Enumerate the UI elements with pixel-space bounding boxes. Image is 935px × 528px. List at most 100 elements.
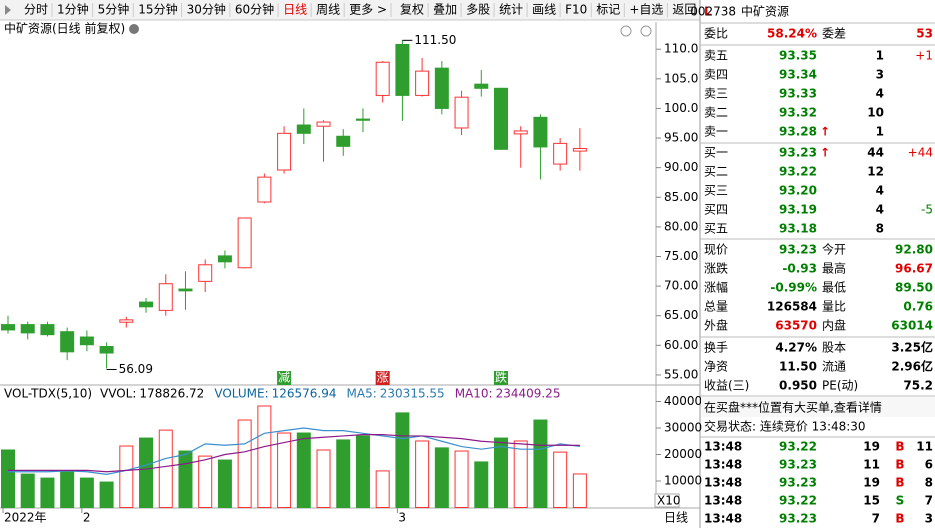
y-tick-label: 85.00 [664,190,698,204]
order-price: 93.33 [779,87,817,101]
period-tab[interactable]: 周线 [316,3,340,17]
candle-body [79,336,94,346]
y-tick-label: 105.0 [664,71,698,85]
tool-button[interactable]: 叠加 [433,3,457,17]
candle-body [316,121,331,127]
tool-button[interactable]: 统计 [499,3,523,17]
tool-button[interactable]: +自选 [629,3,663,17]
quote-label: 股本 [822,341,846,355]
period-tab[interactable]: 1分钟 [57,2,89,17]
tool-button[interactable]: 返回 [672,3,696,17]
tool-button[interactable]: 画线 [532,3,556,17]
order-label: 买四 [704,203,728,217]
event-marker-label: 跌 [495,370,507,385]
event-marker-label: 涨 [377,370,389,385]
tool-button[interactable]: 复权 [400,3,424,17]
order-label: 买三 [704,184,728,198]
order-price: 93.19 [779,203,817,217]
period-tab[interactable]: 15分钟 [138,2,177,17]
period-tab[interactable]: 分时 [24,3,48,17]
volume-bar [20,473,35,509]
volume-bar [99,481,114,508]
volume-bar [296,432,311,508]
volume-bar [336,439,351,509]
title-dropdown[interactable] [129,24,139,34]
tool-button[interactable]: F10 [565,3,587,17]
candle-body [296,124,311,134]
candle-body [336,135,351,147]
volume-bar [395,412,410,509]
quote-value: 93.23 [779,243,817,257]
order-volume: 12 [867,165,884,179]
volume-stat-value: 126576.94 [272,387,337,401]
quote-value: 0.76 [903,300,933,314]
candle-body [237,217,252,269]
volume-bar [434,447,449,509]
quote-value: 11.50 [779,360,817,374]
tick-side: B [895,458,904,472]
period-tab[interactable]: 日线 [283,3,307,17]
period-tab[interactable]: 更多 > [349,3,387,17]
volume-bar [533,419,548,508]
candle-body [553,142,568,165]
order-volume: 4 [876,203,884,217]
order-label: 卖三 [704,87,728,101]
period-tab[interactable]: 30分钟 [187,2,226,17]
y-tick-label: 60.00 [664,338,698,352]
quote-value: 92.80 [895,243,933,257]
tick-volume: 19 [863,476,880,490]
volume-y-tick-label: 10000 [664,473,702,487]
volume-stat-name: MA10: [455,387,493,401]
tick-time: 13:48 [704,494,742,508]
tick-volume: 19 [863,440,880,454]
y-tick-label: 95.00 [664,131,698,145]
x-tick-label: 3 [398,511,406,525]
volume-stat-name: VVOL: [100,387,136,401]
period-tab[interactable]: 60分钟 [235,2,274,17]
quote-label: 最高 [822,261,846,276]
event-marker[interactable] [277,371,292,385]
volume-bar [119,445,134,508]
period-tab[interactable]: 5分钟 [98,2,130,17]
quote-label: 总量 [704,300,728,314]
quote-label: 今开 [822,242,846,257]
tick-price: 93.23 [779,476,817,490]
chart-icon[interactable] [640,25,652,37]
candle-body [178,288,193,292]
quote-label: 流通 [822,360,846,374]
event-marker[interactable] [375,371,390,385]
volume-bar [415,440,430,508]
chart-icon[interactable] [620,25,632,37]
y-tick-label: 100.0 [664,101,698,115]
quote-label: 收益(三) [704,379,749,393]
candle-body [375,61,390,96]
tick-count: 3 [925,512,933,526]
order-change: +44 [908,146,933,160]
order-volume: 4 [876,184,884,198]
candle-body [99,346,114,354]
volume-bar [277,432,292,508]
event-marker[interactable] [494,371,508,385]
order-label: 买五 [704,222,728,236]
quote-label: 现价 [704,243,728,257]
order-price: 93.20 [779,184,817,198]
tool-button[interactable]: 多股 [466,3,490,17]
order-volume: 8 [876,222,884,236]
order-volume: 44 [867,146,884,160]
tool-button[interactable]: 标记 [596,3,620,17]
candle-body [40,324,55,336]
y-tick-label: 75.00 [664,249,698,263]
order-change: +1 [915,49,933,63]
notice[interactable]: 在买盘***位置有大买单,查看详情 [704,400,882,415]
tick-count: 6 [925,458,933,472]
chart-title: 中矿资源(日线 前复权) [4,21,125,36]
y-tick-label: 65.00 [664,308,698,322]
order-label: 买二 [704,165,728,179]
volume-bar [139,437,154,508]
toolbar-icon[interactable] [5,5,11,15]
tick-price: 93.22 [779,494,817,508]
volume-bar [454,450,469,509]
order-price: 93.28 [779,125,817,139]
